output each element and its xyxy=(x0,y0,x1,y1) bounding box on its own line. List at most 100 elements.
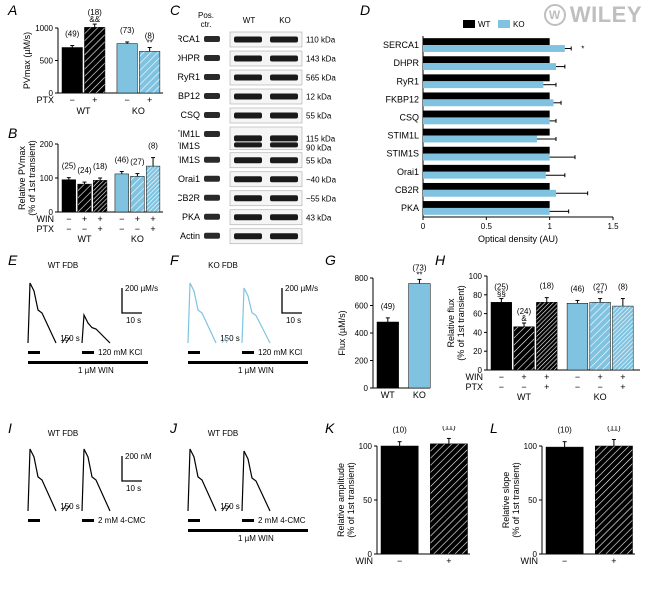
svg-text:+: + xyxy=(598,372,603,382)
svg-text:90 kDa: 90 kDa xyxy=(306,143,332,152)
svg-text:−: − xyxy=(119,224,124,234)
svg-text:40: 40 xyxy=(473,328,482,337)
svg-text:WT FDB: WT FDB xyxy=(208,429,239,438)
label-I: I xyxy=(8,420,12,436)
svg-text:WT FDB: WT FDB xyxy=(48,261,79,270)
label-J: J xyxy=(170,420,177,436)
svg-text:1 µM WIN: 1 µM WIN xyxy=(78,366,114,375)
svg-text:WIN: WIN xyxy=(356,556,374,566)
svg-text:200: 200 xyxy=(355,357,369,366)
svg-text:+: + xyxy=(92,95,97,105)
svg-text:Orai1: Orai1 xyxy=(178,174,200,184)
svg-text:&: & xyxy=(521,314,527,323)
svg-text:§§: §§ xyxy=(497,290,506,299)
svg-text:+: + xyxy=(620,372,625,382)
svg-text:143 kDa: 143 kDa xyxy=(306,55,336,64)
svg-text:KO: KO xyxy=(131,234,144,244)
svg-text:2 mM 4-CMC: 2 mM 4-CMC xyxy=(258,516,306,525)
panel-B-chart: 0100200Relative PVmax(% of 1st transient… xyxy=(18,130,168,250)
panel-H-chart: 020406080100Relative flux(% of 1st trans… xyxy=(445,258,645,408)
svg-text:+: + xyxy=(97,214,102,224)
svg-text:20: 20 xyxy=(473,347,482,356)
svg-text:800: 800 xyxy=(355,274,369,283)
svg-text:−: − xyxy=(66,214,71,224)
svg-text:100: 100 xyxy=(40,174,54,183)
svg-text:−: − xyxy=(499,382,504,392)
svg-text:0: 0 xyxy=(421,222,426,231)
svg-text:(73): (73) xyxy=(120,26,135,35)
svg-text:~55 kDa: ~55 kDa xyxy=(306,194,337,203)
svg-text:565 kDa: 565 kDa xyxy=(306,74,336,83)
svg-text:+: + xyxy=(620,382,625,392)
label-E: E xyxy=(8,252,17,268)
svg-text:50: 50 xyxy=(528,496,537,505)
svg-text:Relative amplitude(% of 1st tr: Relative amplitude(% of 1st transient) xyxy=(336,462,356,538)
panel-L-chart: 050100Relative slope(% of 1st transient)… xyxy=(500,426,640,576)
svg-text:WT: WT xyxy=(517,392,531,402)
svg-text:60: 60 xyxy=(473,310,482,319)
label-D: D xyxy=(360,2,370,18)
svg-text:+: + xyxy=(82,214,87,224)
svg-text:STIM1S: STIM1S xyxy=(178,141,200,151)
svg-text:0.5: 0.5 xyxy=(481,222,493,231)
svg-text:SERCA1: SERCA1 xyxy=(178,34,200,44)
svg-text:1: 1 xyxy=(547,222,552,231)
svg-text:−: − xyxy=(499,372,504,382)
svg-text:PKA: PKA xyxy=(401,203,419,213)
svg-text:KO: KO xyxy=(413,390,426,400)
svg-text:(11): (11) xyxy=(442,426,456,431)
svg-text:50: 50 xyxy=(363,496,372,505)
svg-text:(46): (46) xyxy=(115,156,130,165)
panel-A-chart: 05001000PVmax (µM/s)(49)(18)&&(73)(8)**−… xyxy=(18,8,168,123)
svg-text:−: − xyxy=(397,556,402,566)
svg-text:100: 100 xyxy=(359,442,373,451)
svg-text:PTX: PTX xyxy=(36,95,54,105)
svg-text:10 s: 10 s xyxy=(126,316,141,325)
label-A: A xyxy=(8,2,17,18)
svg-text:0: 0 xyxy=(364,384,369,393)
svg-text:−: − xyxy=(575,382,580,392)
svg-text:STIM1L: STIM1L xyxy=(178,129,200,139)
svg-text:**: ** xyxy=(147,39,153,48)
svg-text:−: − xyxy=(562,556,567,566)
panel-J-trace: WT FDB150 s2 mM 4-CMC1 µM WIN xyxy=(178,426,328,581)
svg-text:−: − xyxy=(66,224,71,234)
svg-text:RyR1: RyR1 xyxy=(396,76,419,86)
svg-text:(18): (18) xyxy=(540,282,555,291)
svg-text:+: + xyxy=(135,214,140,224)
svg-text:+: + xyxy=(521,372,526,382)
svg-text:120 mM KCl: 120 mM KCl xyxy=(258,348,302,357)
svg-text:PTX: PTX xyxy=(36,224,54,234)
panel-F-trace: KO FDB150 s200 µM/s10 s120 mM KCl1 µM WI… xyxy=(178,258,328,413)
svg-text:WIN: WIN xyxy=(37,214,55,224)
svg-text:WIN: WIN xyxy=(466,372,484,382)
svg-text:WT: WT xyxy=(478,20,491,29)
svg-text:Pos.: Pos. xyxy=(198,11,214,20)
svg-text:200 µM/s: 200 µM/s xyxy=(125,284,158,293)
label-H: H xyxy=(435,252,445,268)
svg-text:WT: WT xyxy=(243,16,256,25)
svg-text:−: − xyxy=(521,382,526,392)
svg-text:DHPR: DHPR xyxy=(178,53,200,63)
svg-text:Relative flux(% of 1st transie: Relative flux(% of 1st transient) xyxy=(446,285,466,361)
svg-text:1000: 1000 xyxy=(35,24,53,33)
svg-text:−: − xyxy=(82,224,87,234)
svg-text:FKBP12: FKBP12 xyxy=(178,91,200,101)
svg-text:−: − xyxy=(125,95,130,105)
svg-text:2 mM 4-CMC: 2 mM 4-CMC xyxy=(98,516,146,525)
svg-text:−: − xyxy=(119,214,124,224)
svg-text:100: 100 xyxy=(524,442,538,451)
svg-text:−: − xyxy=(135,224,140,234)
svg-text:43 kDa: 43 kDa xyxy=(306,213,332,222)
svg-text:**: ** xyxy=(416,270,422,279)
svg-text:SERCA1: SERCA1 xyxy=(383,40,419,50)
svg-text:(25): (25) xyxy=(62,162,77,171)
svg-text:115 kDa: 115 kDa xyxy=(306,134,336,143)
svg-text:+: + xyxy=(147,95,152,105)
svg-text:Actin: Actin xyxy=(180,231,200,241)
svg-text:&&: && xyxy=(89,15,100,24)
svg-text:CSQ: CSQ xyxy=(399,112,419,122)
panel-I-trace: WT FDB150 s200 nM10 s2 mM 4-CMC xyxy=(18,426,168,581)
svg-text:KO FDB: KO FDB xyxy=(208,261,238,270)
svg-text:DHPR: DHPR xyxy=(393,58,419,68)
